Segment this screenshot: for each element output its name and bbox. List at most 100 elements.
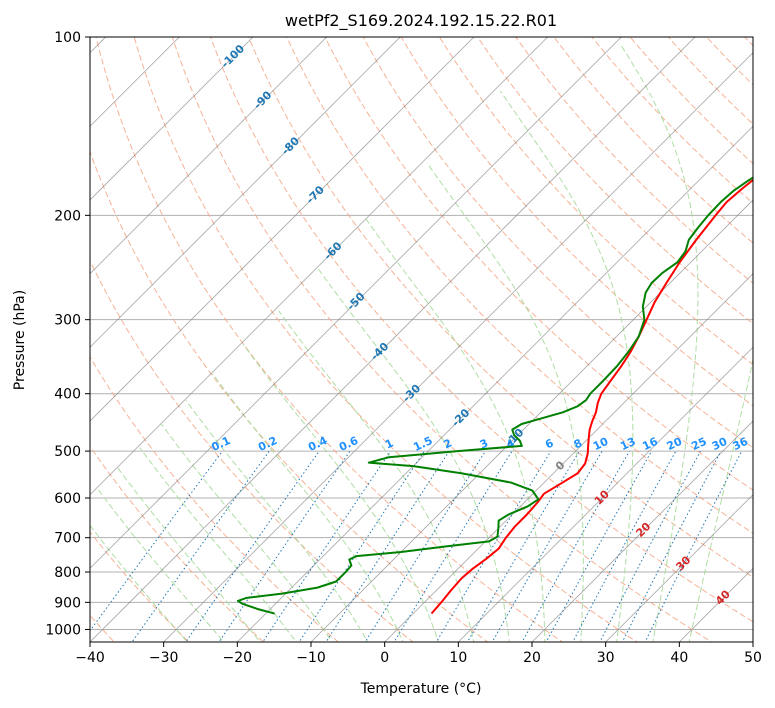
isotherm-label: 10: [592, 487, 612, 507]
y-tick-label: 500: [54, 444, 81, 460]
y-axis-label: Pressure (hPa): [12, 290, 28, 390]
isotherm: [90, 37, 696, 642]
moist-adiabat: [161, 423, 333, 642]
dry-adiabat: [90, 356, 339, 642]
isotherm: [90, 37, 328, 275]
moist-adiabat: [185, 399, 369, 642]
isotherm-label: -70: [304, 183, 327, 206]
moist-adiabat: [688, 357, 753, 642]
dry-adiabat: [133, 37, 638, 642]
y-tick-label: 1000: [45, 622, 81, 638]
isotherm: [236, 125, 753, 642]
isotherm: [90, 37, 254, 201]
mixing-ratio-label: 10: [591, 435, 611, 453]
isotherms: [90, 37, 753, 642]
dry-adiabat: [591, 37, 753, 204]
pressure-gridlines: [90, 37, 753, 630]
mixing-ratio-label: 13: [618, 435, 637, 453]
dry-adiabat: [324, 37, 753, 491]
moist-adiabat: [278, 310, 475, 642]
moist-adiabat: [499, 90, 634, 642]
isotherm-label: -100: [219, 42, 248, 71]
isotherm: [752, 641, 753, 642]
moist-adiabats: [90, 45, 753, 642]
dry-adiabat: [515, 37, 753, 284]
isotherm-label: -40: [368, 340, 391, 363]
dry-adiabat: [171, 37, 713, 642]
mixing-ratio-line: [599, 450, 701, 642]
y-tick-label: 800: [54, 565, 81, 581]
x-tick-label: 0: [380, 650, 389, 666]
mixing-ratio-label: 25: [689, 435, 708, 453]
mixing-ratio-line: [325, 450, 450, 642]
moist-adiabat: [620, 45, 699, 642]
dry-adiabat: [400, 37, 753, 407]
x-tick-label: 20: [523, 650, 541, 666]
isotherm-label: 40: [713, 587, 733, 607]
mixing-ratio-line: [364, 450, 486, 642]
y-tick-label: 200: [54, 208, 81, 224]
isotherm-label: -90: [251, 88, 274, 111]
x-tick-label: −40: [75, 650, 105, 666]
isotherm-label: -60: [321, 239, 344, 262]
mixing-ratio-line: [644, 450, 743, 642]
isotherm-label: 30: [673, 553, 693, 573]
isotherm: [457, 346, 753, 642]
isopleth-labels: 0.1 0.2 0.4 0.6 1 1.5 2 3 4 6 8 10 13 16 20 25 30 36-100-…: [209, 42, 750, 608]
mixing-ratio-line: [393, 450, 513, 642]
isotherm: [90, 37, 180, 127]
mixing-ratio-line: [545, 450, 653, 642]
temperature-profile: [430, 178, 753, 615]
mixing-ratio-line: [435, 450, 552, 642]
mixing-ratio-label: 2: [442, 436, 454, 451]
mixing-ratio-label: 36: [731, 435, 751, 453]
x-tick-label: −30: [149, 650, 179, 666]
dry-adiabat: [248, 37, 753, 578]
moist-adiabat: [426, 162, 584, 642]
dry-adiabat: [209, 37, 753, 623]
x-tick-label: −10: [296, 650, 326, 666]
moist-adiabat: [365, 219, 546, 642]
mixing-ratio-label: 30: [710, 435, 730, 453]
isotherm: [90, 37, 401, 348]
y-tick-label: 600: [54, 491, 81, 507]
mixing-ratio-lines: [90, 450, 743, 642]
dry-adiabat: [705, 37, 753, 86]
mixing-ratio-label: 6: [543, 436, 556, 451]
dry-adiabats: [90, 37, 753, 642]
moist-adiabat: [212, 373, 404, 642]
isotherm: [163, 52, 753, 642]
mixing-ratio-line: [218, 450, 351, 642]
x-tick-label: 40: [670, 650, 688, 666]
mixing-ratio-line: [572, 450, 677, 642]
dewpoint-profile: [236, 176, 753, 615]
plot-frame: [89, 36, 754, 643]
dry-adiabat: [286, 37, 753, 534]
x-axis-label: Temperature (°C): [360, 681, 482, 697]
dry-adiabat: [553, 37, 753, 244]
mixing-ratio-line: [491, 450, 603, 642]
moist-adiabat: [139, 447, 297, 642]
x-tick-label: −20: [223, 650, 253, 666]
isotherm: [310, 199, 753, 642]
mixing-ratio-line: [521, 450, 630, 642]
isotherm: [90, 37, 475, 422]
sounding-profiles: [236, 176, 753, 615]
dry-adiabat: [438, 37, 753, 366]
x-tick-label: 50: [744, 650, 762, 666]
isotherm: [384, 273, 753, 642]
dry-adiabat: [90, 259, 414, 642]
moist-adiabat: [96, 487, 225, 642]
y-tick-label: 300: [54, 313, 81, 329]
isotherm: [531, 420, 753, 642]
y-axis: 100 200 300 400 500 600 700 800 900 1000: [45, 30, 90, 638]
mixing-ratio-line: [185, 450, 320, 642]
dry-adiabat: [95, 37, 564, 642]
dry-adiabat: [362, 37, 753, 449]
moist-adiabat: [318, 269, 510, 642]
mixing-ratio-line: [131, 450, 270, 642]
chart-title: wetPf2_S169.2024.192.15.22.R01: [285, 11, 557, 31]
mixing-ratio-label: 16: [640, 435, 660, 453]
x-tick-label: 30: [597, 650, 615, 666]
